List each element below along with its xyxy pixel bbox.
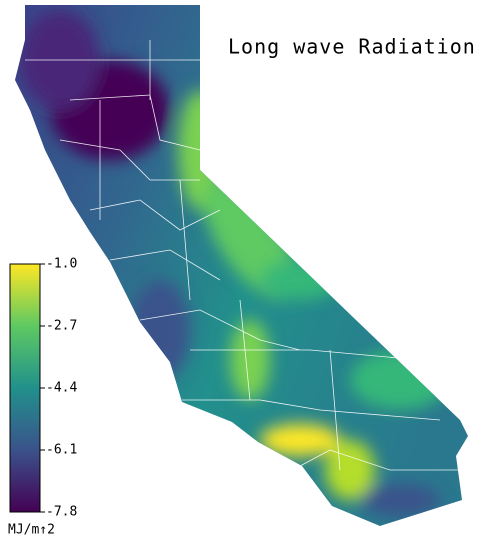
colorbar	[9, 263, 41, 513]
colorbar-tick-label: -6.1	[46, 443, 77, 458]
title: Long wave Radiation	[228, 35, 476, 59]
colorbar-tick-label: -2.7	[46, 319, 77, 334]
colorbar-tick-label: -7.8	[46, 505, 77, 520]
colorbar-tick-label: -4.4	[46, 381, 77, 396]
colorbar-label: MJ/m↑2	[8, 523, 55, 538]
colorbar-tick-label: -1.0	[46, 257, 77, 272]
